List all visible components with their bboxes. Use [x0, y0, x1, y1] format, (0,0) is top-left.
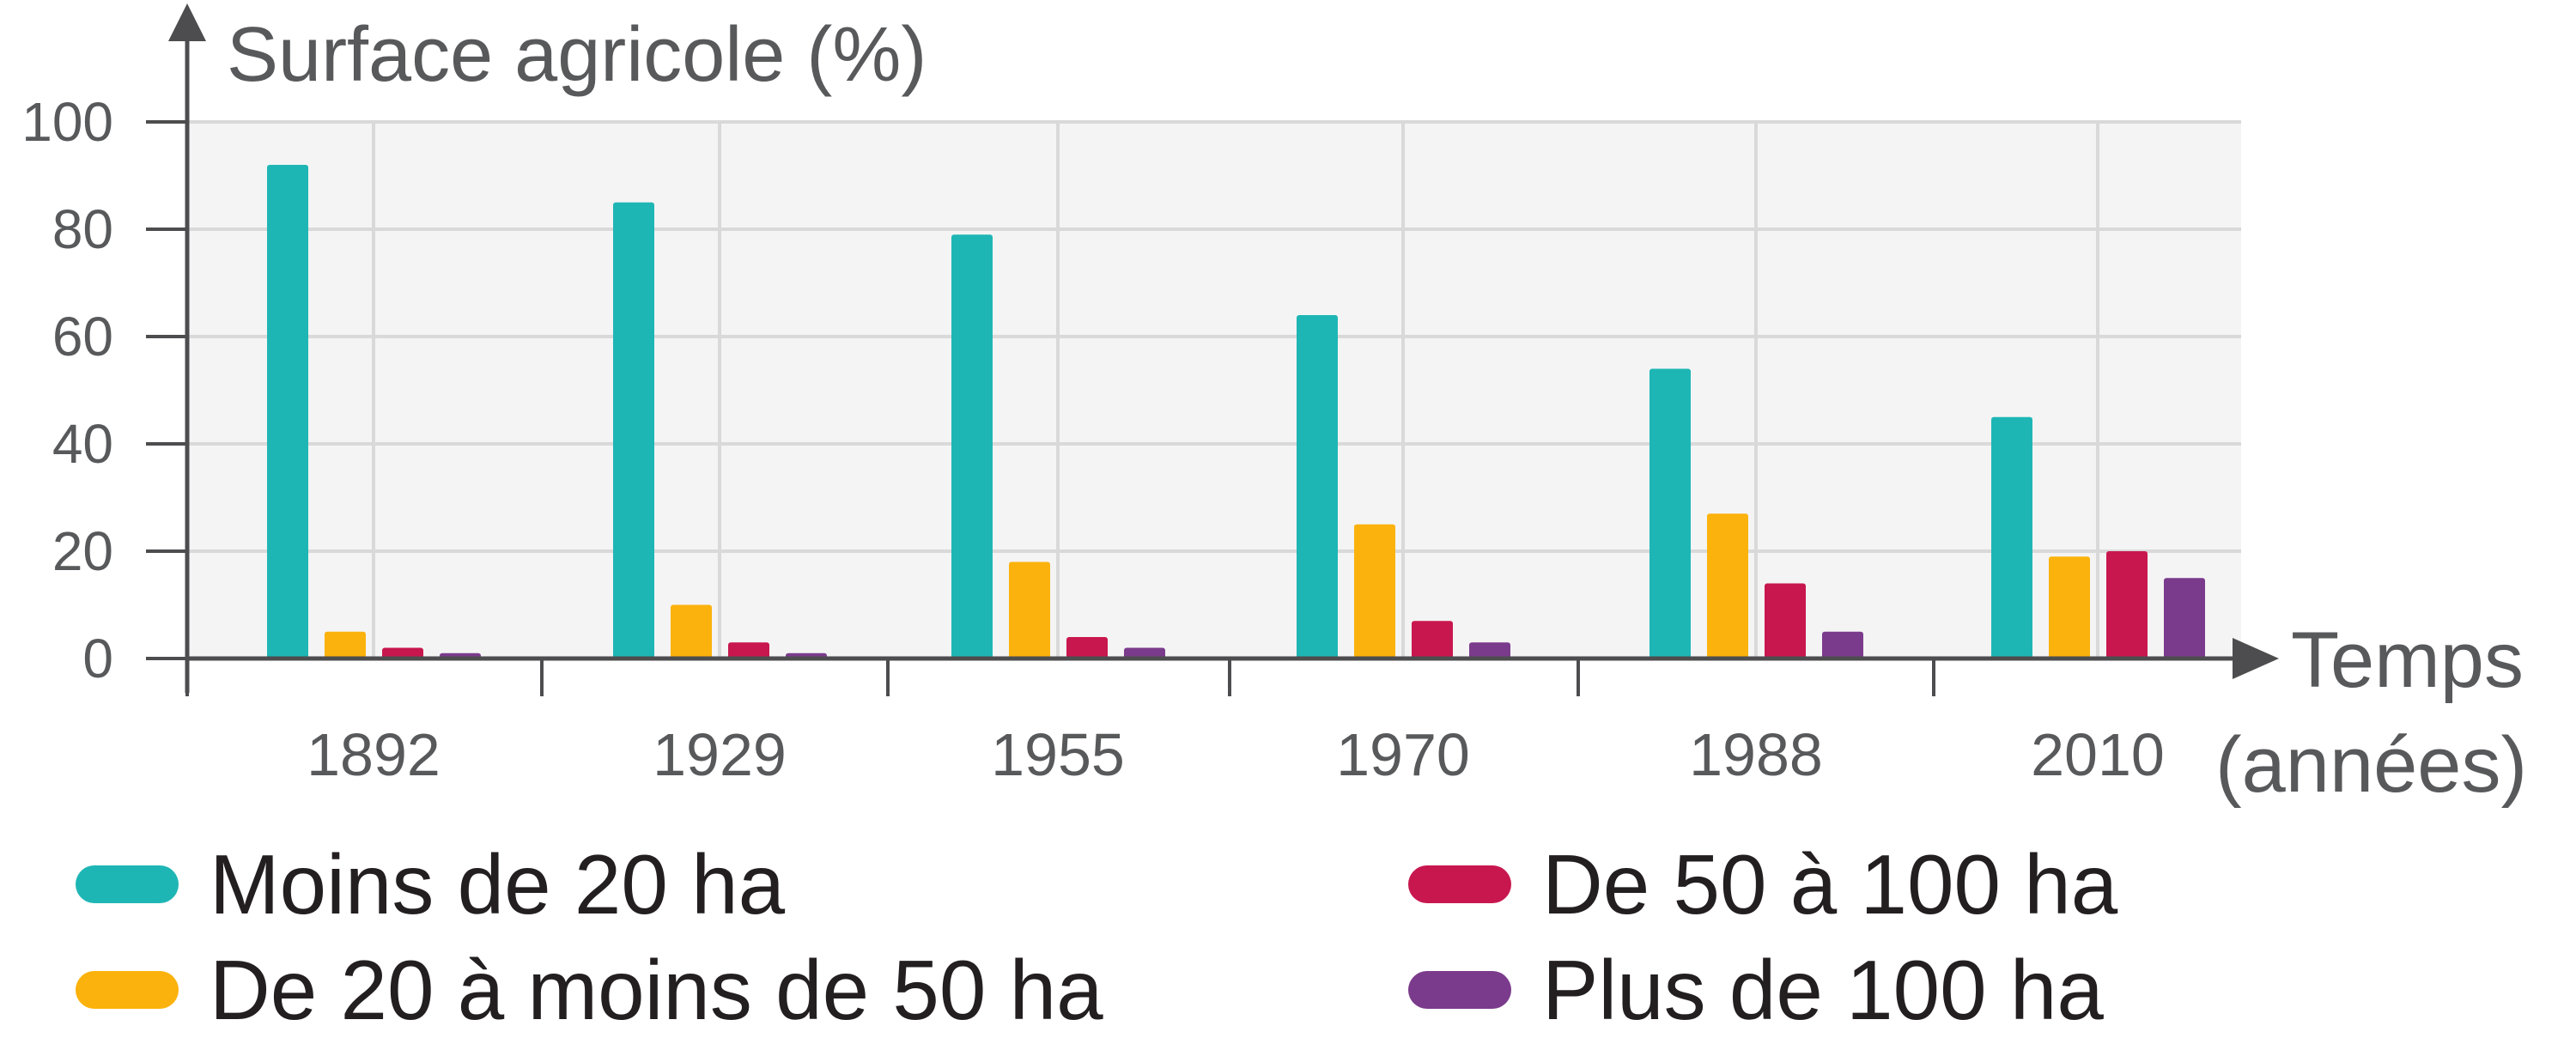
y-tick-label: 40 [52, 413, 113, 475]
x-axis-title-line2: (années) [2215, 721, 2527, 809]
y-tick-label: 100 [21, 91, 113, 153]
y-tick-label: 60 [52, 306, 113, 367]
legend-swatch [1408, 865, 1511, 903]
x-axis-arrow-icon [2233, 638, 2279, 679]
x-tick-label: 2010 [2031, 721, 2165, 788]
bar-1929-series-3 [728, 642, 769, 660]
bar-1970-series-3 [1412, 621, 1453, 660]
bar-1955-series-1 [951, 234, 993, 660]
bar-1988-series-4 [1822, 631, 1863, 660]
bar-2010-series-4 [2164, 578, 2205, 660]
bar-1970-series-1 [1297, 315, 1338, 660]
y-tick-label: 80 [52, 198, 113, 260]
legend-label: Moins de 20 ha [210, 837, 786, 932]
x-tick-label: 1955 [991, 721, 1125, 788]
bar-1988-series-2 [1707, 513, 1748, 660]
bar-2010-series-3 [2106, 551, 2148, 660]
bar-2010-series-1 [1991, 416, 2032, 660]
bar-1955-series-2 [1009, 561, 1050, 660]
legend-swatch [76, 865, 179, 903]
x-tick-label: 1892 [307, 721, 440, 788]
x-axis-title-line1: Temps [2291, 616, 2524, 704]
y-axis-title: Surface agricole (%) [227, 12, 927, 98]
bars-group [267, 165, 2205, 660]
y-tick-label: 20 [52, 520, 113, 582]
x-tick-label: 1988 [1689, 721, 1823, 788]
legend-label: Plus de 100 ha [1542, 943, 2104, 1037]
bar-1970-series-2 [1354, 524, 1395, 660]
x-ticks: 1892 1929 1955 1970 1988 2010 [185, 659, 2165, 788]
y-tick-label: 0 [82, 628, 113, 689]
bar-2010-series-2 [2049, 556, 2090, 660]
legend-label: De 20 à moins de 50 ha [210, 943, 1103, 1037]
y-axis-arrow-icon [168, 3, 206, 41]
x-tick-label: 1929 [653, 721, 787, 788]
legend-label: De 50 à 100 ha [1542, 837, 2118, 932]
bar-1988-series-1 [1649, 368, 1691, 660]
bar-1988-series-3 [1765, 583, 1806, 660]
axes [168, 3, 2279, 693]
y-ticks: 0 20 40 60 80 100 [21, 91, 187, 689]
bar-1929-series-2 [671, 604, 712, 660]
legend-swatch [1408, 971, 1511, 1009]
legend-swatch [76, 971, 179, 1009]
bar-1892-series-1 [267, 165, 308, 660]
grid-lines [187, 120, 2241, 659]
bar-1892-series-2 [325, 631, 366, 660]
bar-1955-series-3 [1066, 637, 1108, 660]
bar-1929-series-1 [613, 202, 654, 660]
plot-background [187, 122, 2241, 659]
legend: Moins de 20 ha De 20 à moins de 50 ha De 5… [76, 837, 2118, 1037]
bar-1970-series-4 [1469, 642, 1510, 660]
x-tick-label: 1970 [1336, 721, 1470, 788]
